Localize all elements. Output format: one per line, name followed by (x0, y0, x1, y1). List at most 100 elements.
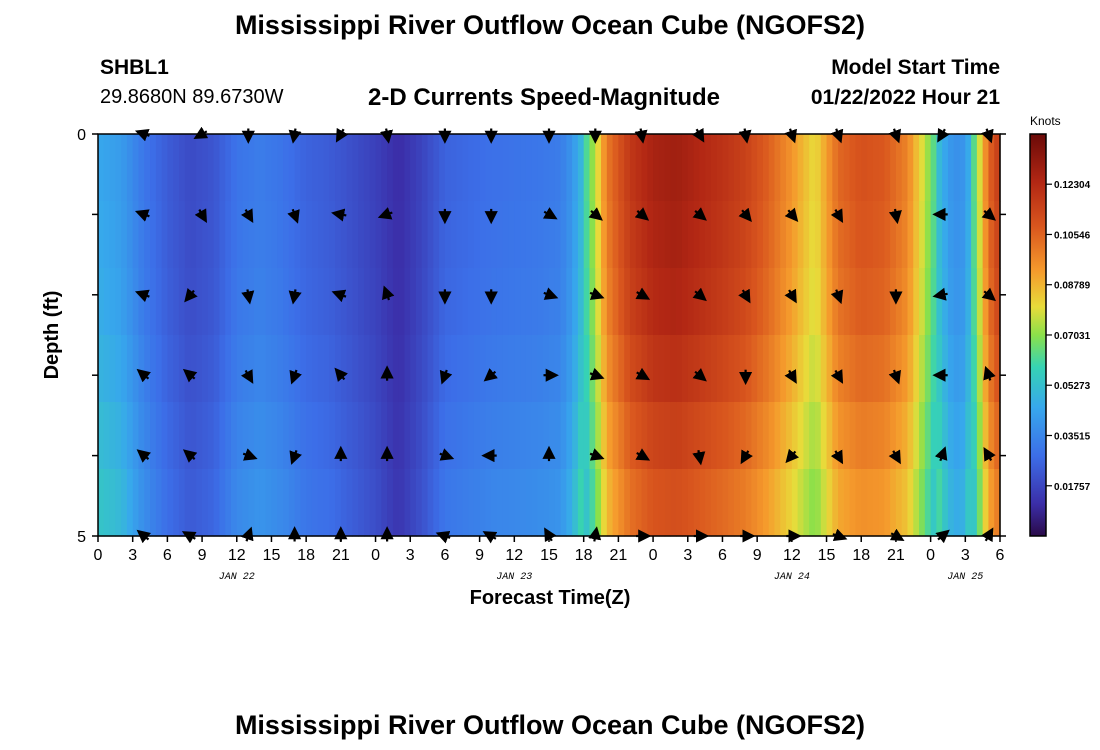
heatmap-cell (814, 201, 822, 269)
heatmap-cell (202, 268, 209, 336)
heatmap-cell (456, 469, 463, 537)
heatmap-cell (942, 402, 949, 470)
heatmap-cell (976, 469, 984, 537)
heatmap-cell (392, 134, 400, 202)
heatmap-cell (306, 469, 313, 537)
heatmap-cell (439, 201, 446, 269)
heatmap-cell (751, 402, 758, 470)
heatmap-cell (606, 268, 614, 336)
heatmap-cell (670, 201, 677, 269)
heatmap-cell (421, 134, 429, 202)
heatmap-cell (323, 469, 330, 537)
heatmap-cell (780, 469, 787, 537)
heatmap-cell (699, 469, 706, 537)
heatmap-cell (942, 201, 949, 269)
heatmap-cell (658, 469, 666, 537)
heatmap-cell (849, 335, 857, 403)
x-tick-label: 6 (718, 547, 727, 564)
current-vector (287, 208, 300, 224)
heatmap-cell (936, 268, 943, 336)
heatmap-cell (849, 268, 857, 336)
heatmap-cell (595, 268, 602, 336)
heatmap-cell (566, 335, 573, 403)
heatmap-cell (809, 469, 816, 537)
heatmap-cell (907, 402, 914, 470)
heatmap-cell (820, 469, 828, 537)
heatmap-cell (664, 402, 672, 470)
heatmap-cell (225, 402, 232, 470)
heatmap-cell (716, 134, 724, 202)
heatmap-cell (884, 402, 891, 470)
heatmap-cell (427, 134, 434, 202)
current-vector (888, 369, 901, 385)
heatmap-cell (242, 268, 249, 336)
heatmap-cell (762, 268, 770, 336)
heatmap-cell (728, 268, 735, 336)
heatmap-cell (444, 201, 452, 269)
heatmap-cell (872, 268, 880, 336)
heatmap-cell (230, 268, 238, 336)
heatmap-cell (456, 134, 463, 202)
heatmap-cell (976, 335, 984, 403)
heatmap-cell (178, 469, 186, 537)
heatmap-cell (462, 268, 469, 336)
heatmap-cell (612, 134, 619, 202)
heatmap-cell (184, 335, 192, 403)
heatmap-cell (144, 335, 151, 403)
current-vector (589, 448, 605, 461)
heatmap-cell (381, 268, 388, 336)
heatmap-cell (306, 402, 313, 470)
heatmap-cell (236, 201, 244, 269)
heatmap-cell (190, 335, 197, 403)
heatmap-cell (531, 402, 539, 470)
heatmap-cell (780, 335, 787, 403)
heatmap-cell (936, 134, 943, 202)
heatmap-cell (433, 469, 440, 537)
heatmap-cell (560, 201, 567, 269)
heatmap-cell (398, 268, 406, 336)
heatmap-cell (346, 469, 354, 537)
heatmap-cell (340, 469, 348, 537)
y-tick-label: 0 (77, 127, 86, 144)
x-tick-label: 18 (852, 547, 870, 564)
heatmap-cell (901, 134, 909, 202)
heatmap-cell (363, 335, 371, 403)
heatmap-cell (479, 469, 486, 537)
heatmap-cell (705, 201, 712, 269)
heatmap-cell (259, 201, 267, 269)
heatmap-cell (693, 335, 700, 403)
heatmap-cell (294, 268, 301, 336)
heatmap-cell (739, 335, 747, 403)
heatmap-cell (346, 402, 354, 470)
heatmap-cell (202, 402, 209, 470)
heatmap-cell (311, 134, 319, 202)
heatmap-cell (716, 469, 724, 537)
heatmap-cell (213, 335, 221, 403)
heatmap-cell (190, 268, 197, 336)
heatmap-cell (583, 268, 591, 336)
heatmap-cell (381, 402, 388, 470)
heatmap-cell (872, 134, 880, 202)
heatmap-cell (283, 335, 290, 403)
y-tick-label: 5 (77, 529, 86, 546)
heatmap-cell (953, 402, 961, 470)
heatmap-cell (710, 201, 718, 269)
heatmap-cell (687, 335, 695, 403)
heatmap-cell (427, 402, 434, 470)
heatmap-cell (867, 201, 874, 269)
heatmap-cell (913, 335, 920, 403)
heatmap-cell (381, 469, 388, 537)
current-vector (543, 287, 559, 300)
current-vector (692, 367, 707, 382)
heatmap-cell (416, 402, 423, 470)
heatmap-cell (919, 402, 926, 470)
heatmap-cell (387, 201, 394, 269)
heatmap-cell (207, 268, 215, 336)
heatmap-cell (751, 134, 758, 202)
current-vector (588, 207, 603, 221)
heatmap-cell (161, 402, 168, 470)
heatmap-cell (913, 268, 920, 336)
heatmap-cell (913, 469, 920, 537)
heatmap-cell (369, 201, 377, 269)
heatmap-cell (838, 201, 845, 269)
